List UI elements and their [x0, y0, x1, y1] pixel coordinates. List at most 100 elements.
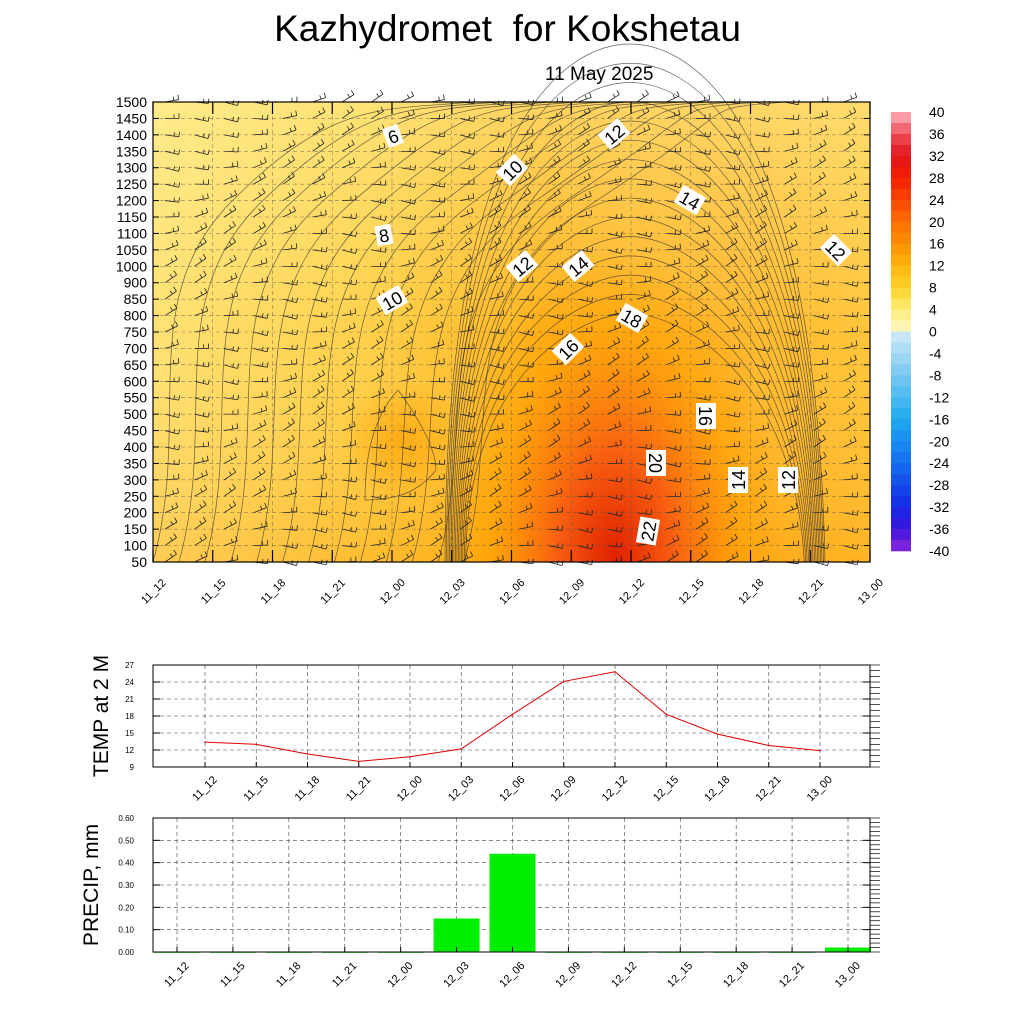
temperature-x-tick-label: 12_00	[395, 774, 425, 804]
wind-barb-flag	[471, 207, 474, 213]
wind-barb	[223, 194, 237, 201]
wind-barb	[695, 259, 709, 267]
wind-barb	[813, 363, 828, 366]
wind-barb-flag	[612, 389, 616, 394]
wind-barb-flag	[821, 226, 824, 232]
heatmap-y-tick-label: 1350	[116, 143, 147, 159]
wind-barb-flag	[738, 164, 741, 170]
wind-barb-flag	[674, 303, 679, 308]
wind-barb	[813, 210, 827, 218]
wind-barb-flag	[738, 133, 741, 139]
wind-barb-flag	[709, 444, 712, 450]
wind-barb	[666, 248, 681, 251]
wind-barb-flag	[762, 556, 765, 561]
wind-barb-flag	[709, 395, 712, 401]
wind-barb-flag	[439, 517, 443, 523]
wind-barb-flag	[822, 434, 826, 440]
wind-barb-flag	[468, 253, 472, 259]
wind-barb-flag	[646, 106, 650, 112]
wind-barb-flag	[258, 454, 262, 459]
wind-barb-flag	[820, 390, 823, 395]
wind-barb-flag	[498, 254, 503, 260]
wind-barb-flag	[177, 94, 180, 100]
wind-barb-flag	[826, 110, 829, 116]
wind-barb-flag	[178, 395, 181, 401]
wind-barb	[194, 257, 207, 267]
wind-barb	[636, 411, 651, 415]
wind-barb	[813, 511, 828, 514]
precipitation-y-tick-label: 0.50	[118, 836, 134, 845]
wind-barb	[607, 144, 620, 152]
wind-barb	[548, 331, 563, 336]
wind-barb-flag	[554, 390, 558, 395]
wind-barb	[695, 274, 708, 284]
wind-barb	[400, 510, 415, 514]
wind-barb-flag	[553, 421, 557, 426]
wind-barb-flag	[765, 272, 769, 278]
wind-barb	[754, 134, 769, 138]
wind-barb-flag	[709, 166, 712, 172]
wind-barb-flag	[443, 429, 446, 435]
temperature-x-tick-label: 12_12	[600, 774, 630, 804]
wind-barb-flag	[762, 177, 764, 182]
wind-barb-flag	[174, 517, 178, 523]
wind-barb-flag	[384, 494, 387, 500]
wind-barb	[843, 389, 856, 399]
wind-barb-flag	[494, 241, 498, 246]
wind-barb	[636, 147, 651, 152]
wind-barb	[725, 555, 739, 563]
wind-barb-flag	[176, 339, 179, 345]
wind-barb	[223, 487, 236, 497]
wind-barb-flag	[230, 440, 233, 445]
wind-barb-flag	[325, 473, 327, 479]
wind-barb	[548, 528, 563, 531]
wind-barb	[430, 492, 445, 497]
wind-barb-flag	[349, 310, 352, 315]
wind-barb	[341, 162, 356, 169]
heatmap-contour-line	[453, 159, 817, 563]
wind-barb-flag	[173, 395, 175, 400]
wind-barb-flag	[232, 221, 236, 226]
wind-barb-flag	[583, 176, 587, 181]
wind-barb-flag	[764, 518, 768, 524]
heatmap-y-tick-label: 300	[124, 472, 148, 488]
wind-barb-flag	[317, 159, 321, 164]
wind-barb	[253, 118, 268, 121]
wind-barb	[577, 159, 590, 169]
temperature-point	[614, 671, 616, 673]
wind-barb-flag	[502, 363, 505, 369]
wind-barb-flag	[824, 124, 828, 130]
wind-barb-flag	[556, 434, 561, 440]
wind-barb-flag	[678, 373, 681, 379]
wind-barb-flag	[557, 139, 562, 145]
wind-barb-flag	[291, 434, 295, 440]
wind-barb-flag	[413, 128, 416, 134]
wind-barb-flag	[561, 297, 564, 303]
wind-barb-flag	[856, 473, 858, 479]
wind-barb	[813, 144, 827, 152]
wind-barb	[725, 197, 740, 201]
wind-barb	[666, 276, 680, 284]
wind-barb-flag	[321, 369, 326, 375]
wind-barb-flag	[405, 306, 409, 311]
wind-barb	[400, 233, 415, 235]
wind-barb-flag	[583, 373, 587, 378]
contour-label-box	[561, 249, 595, 283]
wind-barb	[400, 430, 415, 434]
wind-barb-flag	[380, 352, 384, 358]
wind-barb	[607, 162, 621, 169]
wind-barb-flag	[532, 313, 535, 319]
wind-barb-flag	[768, 346, 771, 352]
wind-barb-flag	[229, 258, 233, 263]
precipitation-x-tick-label: 12_21	[777, 960, 807, 990]
wind-barb	[312, 249, 327, 253]
wind-barb-flag	[172, 227, 175, 232]
wind-barb-flag	[496, 440, 499, 445]
wind-barb	[548, 438, 561, 448]
wind-barb-flag	[703, 341, 706, 347]
wind-barb-flag	[818, 438, 822, 443]
wind-barb	[400, 358, 415, 366]
wind-barb-flag	[614, 160, 617, 165]
wind-barb-flag	[591, 510, 594, 516]
wind-barb-flag	[764, 254, 768, 260]
